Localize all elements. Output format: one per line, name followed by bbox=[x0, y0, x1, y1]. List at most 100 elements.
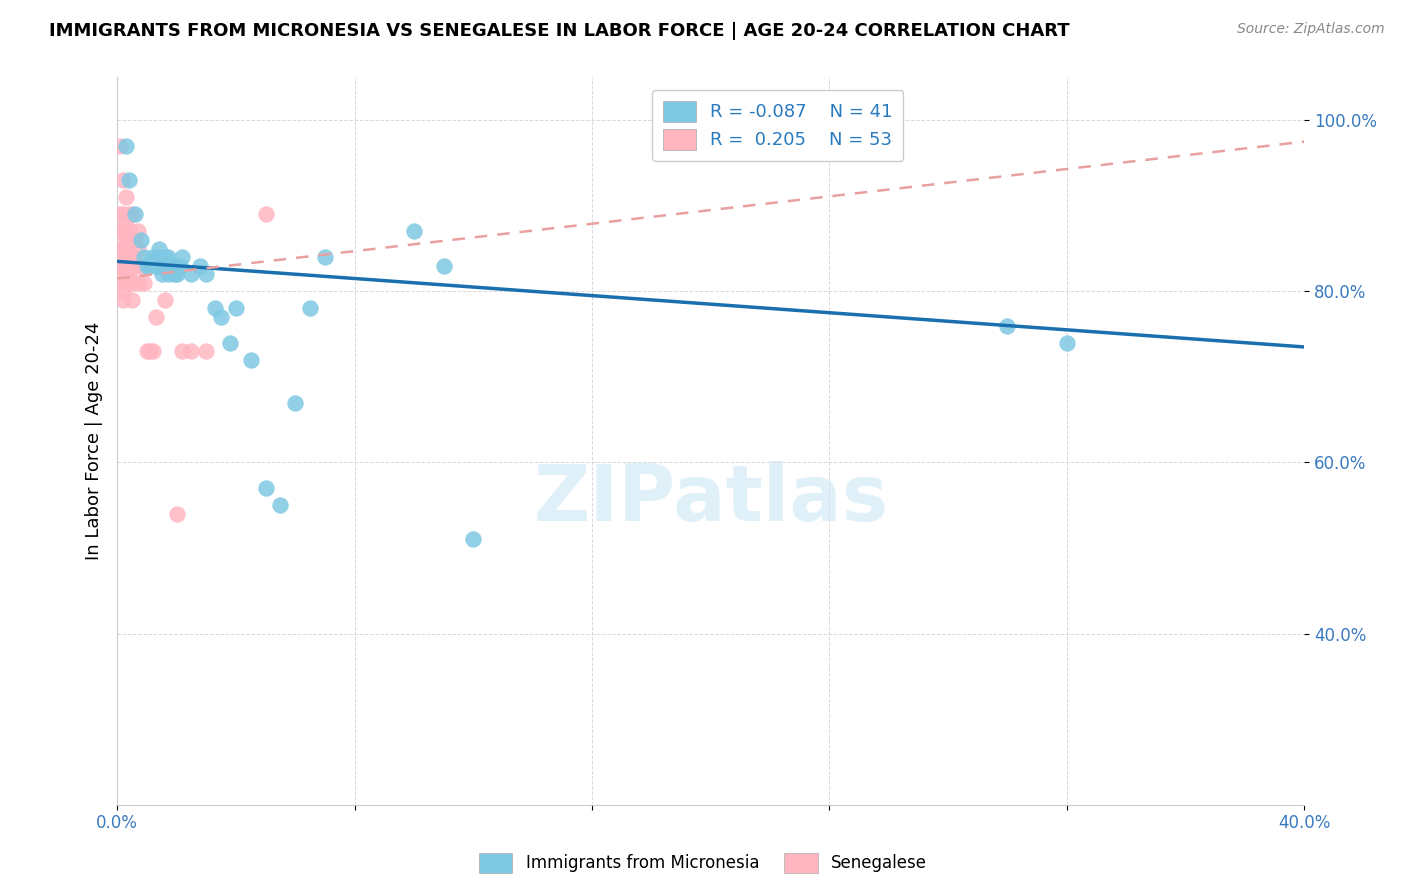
Point bbox=[112, 224, 135, 238]
Point bbox=[156, 259, 179, 273]
Point bbox=[153, 259, 176, 273]
Point bbox=[118, 250, 141, 264]
Point bbox=[121, 233, 143, 247]
Point bbox=[115, 233, 138, 247]
Legend: R = -0.087    N = 41, R =  0.205    N = 53: R = -0.087 N = 41, R = 0.205 N = 53 bbox=[652, 90, 904, 161]
Point bbox=[139, 344, 162, 359]
Point bbox=[142, 250, 165, 264]
Point bbox=[108, 207, 131, 221]
Point bbox=[118, 233, 141, 247]
Point bbox=[121, 250, 143, 264]
Text: IMMIGRANTS FROM MICRONESIA VS SENEGALESE IN LABOR FORCE | AGE 20-24 CORRELATION : IMMIGRANTS FROM MICRONESIA VS SENEGALESE… bbox=[49, 22, 1070, 40]
Point bbox=[463, 533, 485, 547]
Point bbox=[121, 207, 143, 221]
Point bbox=[254, 207, 277, 221]
Point bbox=[148, 242, 170, 256]
Point bbox=[112, 259, 135, 273]
Point bbox=[118, 259, 141, 273]
Point bbox=[124, 233, 146, 247]
Point bbox=[112, 267, 135, 281]
Point bbox=[254, 481, 277, 495]
Point bbox=[239, 352, 262, 367]
Point bbox=[195, 267, 218, 281]
Point bbox=[139, 259, 162, 273]
Point bbox=[112, 293, 135, 307]
Point bbox=[127, 224, 149, 238]
Point bbox=[112, 276, 135, 290]
Point bbox=[195, 344, 218, 359]
Point bbox=[118, 207, 141, 221]
Point bbox=[132, 276, 155, 290]
Point bbox=[180, 344, 202, 359]
Point bbox=[299, 301, 322, 316]
Point bbox=[172, 344, 194, 359]
Point bbox=[148, 250, 170, 264]
Y-axis label: In Labor Force | Age 20-24: In Labor Force | Age 20-24 bbox=[86, 322, 103, 560]
Point bbox=[142, 344, 165, 359]
Point bbox=[108, 259, 131, 273]
Point bbox=[121, 276, 143, 290]
Point bbox=[269, 498, 291, 512]
Point bbox=[121, 293, 143, 307]
Point bbox=[129, 233, 152, 247]
Point bbox=[112, 285, 135, 299]
Point bbox=[132, 250, 155, 264]
Point bbox=[153, 250, 176, 264]
Point bbox=[124, 259, 146, 273]
Point bbox=[135, 259, 157, 273]
Point bbox=[115, 276, 138, 290]
Point bbox=[112, 242, 135, 256]
Point bbox=[108, 139, 131, 153]
Point bbox=[115, 259, 138, 273]
Point bbox=[108, 242, 131, 256]
Point bbox=[159, 259, 181, 273]
Point bbox=[162, 267, 184, 281]
Point bbox=[204, 301, 226, 316]
Point bbox=[225, 301, 247, 316]
Point bbox=[127, 276, 149, 290]
Point bbox=[156, 267, 179, 281]
Point bbox=[166, 267, 188, 281]
Point bbox=[997, 318, 1019, 333]
Point bbox=[314, 250, 336, 264]
Point bbox=[166, 507, 188, 521]
Point bbox=[284, 395, 307, 409]
Point bbox=[188, 259, 211, 273]
Point bbox=[169, 259, 191, 273]
Point bbox=[115, 267, 138, 281]
Point bbox=[402, 224, 425, 238]
Point bbox=[159, 259, 181, 273]
Point bbox=[156, 250, 179, 264]
Point bbox=[108, 224, 131, 238]
Text: ZIPatlas: ZIPatlas bbox=[533, 461, 889, 537]
Point bbox=[115, 250, 138, 264]
Point bbox=[112, 250, 135, 264]
Point bbox=[219, 335, 242, 350]
Point bbox=[115, 190, 138, 204]
Point bbox=[166, 259, 188, 273]
Point bbox=[209, 310, 232, 324]
Point bbox=[115, 216, 138, 230]
Point bbox=[180, 267, 202, 281]
Point bbox=[153, 293, 176, 307]
Point bbox=[150, 259, 173, 273]
Point bbox=[118, 224, 141, 238]
Point bbox=[118, 173, 141, 187]
Point bbox=[145, 310, 167, 324]
Legend: Immigrants from Micronesia, Senegalese: Immigrants from Micronesia, Senegalese bbox=[472, 847, 934, 880]
Point bbox=[172, 250, 194, 264]
Point bbox=[129, 259, 152, 273]
Point bbox=[150, 267, 173, 281]
Point bbox=[118, 267, 141, 281]
Point bbox=[1056, 335, 1078, 350]
Point bbox=[124, 207, 146, 221]
Point bbox=[115, 139, 138, 153]
Point bbox=[150, 259, 173, 273]
Point bbox=[433, 259, 456, 273]
Text: Source: ZipAtlas.com: Source: ZipAtlas.com bbox=[1237, 22, 1385, 37]
Point bbox=[127, 242, 149, 256]
Point bbox=[112, 173, 135, 187]
Point bbox=[112, 207, 135, 221]
Point bbox=[145, 259, 167, 273]
Point bbox=[135, 344, 157, 359]
